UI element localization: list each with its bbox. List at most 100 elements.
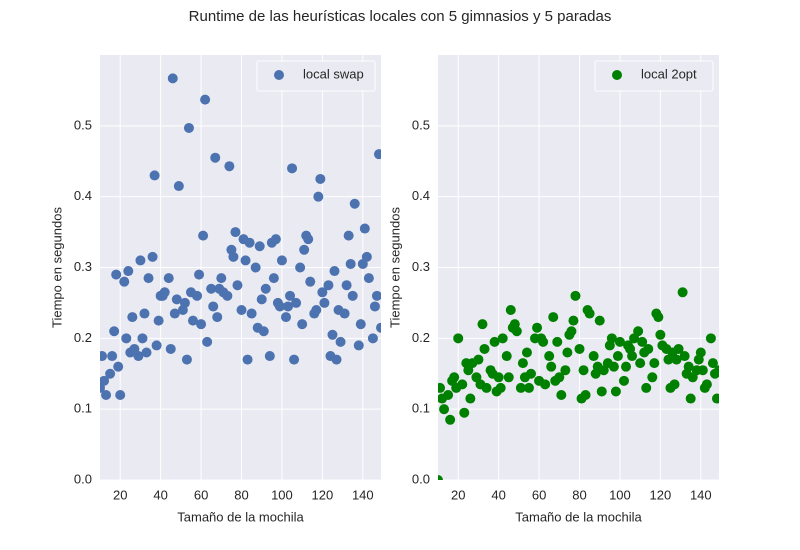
y-tick-label: 0.0 [412,471,430,486]
point [264,351,275,362]
point [260,283,271,294]
y-tick-label: 0.1 [74,401,92,416]
point [647,372,658,383]
point [192,290,203,301]
point [109,326,120,337]
point [556,390,567,400]
point [183,122,194,133]
point [163,273,174,284]
point [637,336,648,347]
point [479,343,490,354]
point [608,361,619,372]
point [305,276,316,287]
point [540,379,551,390]
x-tick-label: 100 [271,487,293,502]
point [621,361,632,372]
point [495,382,506,393]
point [256,294,267,305]
point [169,308,180,319]
point [283,301,294,312]
point [159,287,170,298]
x-tick-label: 140 [352,487,374,502]
point [618,375,629,386]
point [222,290,233,301]
y-tick-label: 0.5 [412,117,430,132]
y-tick-label: 0.3 [74,259,92,274]
point [123,266,134,277]
point [270,234,281,245]
point [517,358,528,369]
point [127,312,138,323]
point [331,354,342,365]
point [578,365,589,376]
point [135,255,146,266]
x-tick-label: 120 [312,487,334,502]
point [584,308,595,319]
point [683,361,694,372]
point [295,262,306,273]
point [679,351,690,362]
point [443,390,454,400]
point [258,326,269,337]
point [274,301,285,312]
point [224,161,235,172]
point [701,379,712,390]
point [149,170,160,181]
point [349,198,360,209]
point [240,255,251,266]
point [317,287,328,298]
point [141,347,152,358]
point [100,375,110,386]
y-tick-label: 0.2 [74,330,92,345]
point [633,326,644,337]
point [568,315,579,326]
point [548,312,559,323]
point [655,329,666,340]
point [457,379,468,390]
legend-label: local swap [303,66,364,81]
point [121,333,132,344]
point [343,230,354,241]
point [315,173,326,184]
point [171,294,182,305]
point [371,290,381,301]
point [714,365,719,376]
point [230,227,241,238]
point [635,358,646,369]
y-axis-label: Tiempo en segundos [387,207,402,328]
point [335,336,346,347]
point [147,251,158,262]
x-tick-label: 60 [194,487,208,502]
point [459,407,470,418]
point [196,319,207,330]
point [236,305,247,315]
point [244,237,255,248]
point [200,94,211,105]
x-tick-label: 40 [491,487,505,502]
legend-box [594,60,714,92]
y-axis-label: Tiempo en segundos [49,207,64,328]
point [287,163,298,174]
point [503,372,514,383]
point [525,368,536,379]
point [532,322,543,333]
x-tick-label: 20 [113,487,127,502]
point [206,283,217,294]
point [291,297,302,308]
point [137,333,148,344]
x-tick-label: 120 [650,487,672,502]
point [101,390,112,400]
point [254,241,265,252]
point [153,315,164,326]
point [198,230,209,241]
point [511,326,522,337]
x-tick-label: 40 [153,487,167,502]
point [319,297,330,308]
point [361,251,372,262]
point [181,354,192,365]
figure-title: Runtime de las heurísticas locales con 5… [189,8,612,25]
point [610,386,621,397]
point [677,287,688,298]
y-tick-label: 0.1 [412,401,430,416]
